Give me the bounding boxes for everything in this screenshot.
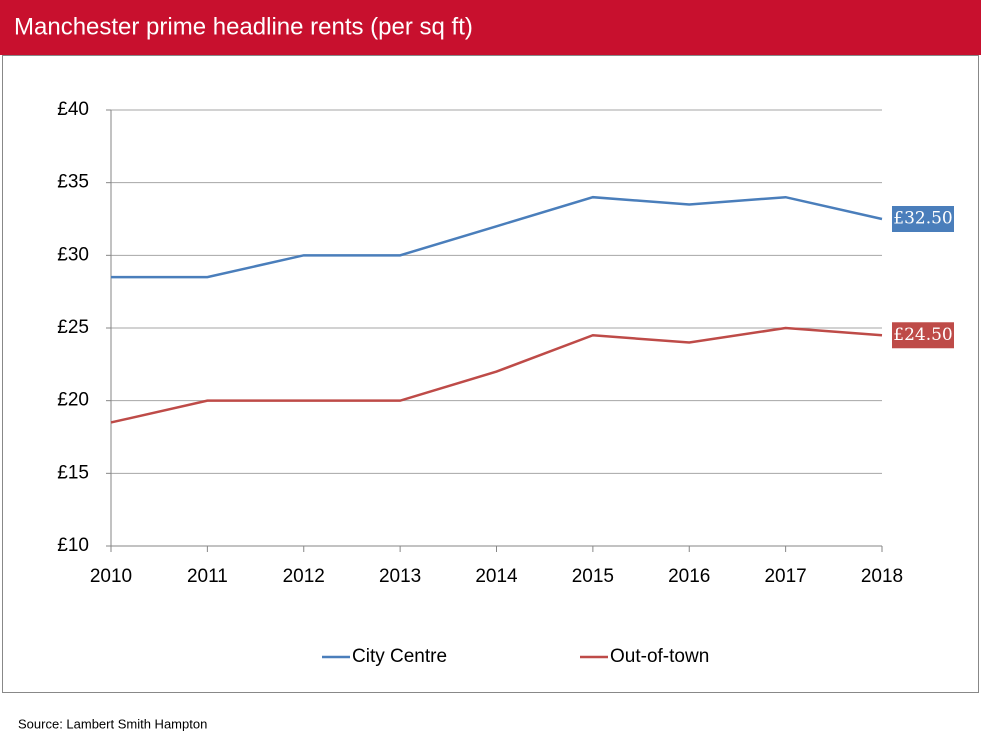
y-tick-label: £40 bbox=[57, 99, 89, 120]
y-tick-label: £10 bbox=[57, 535, 89, 556]
value-label-box bbox=[892, 322, 954, 349]
value-label: £24.50 bbox=[893, 325, 952, 345]
x-tick-label: 2014 bbox=[475, 566, 518, 587]
source-note: Source: Lambert Smith Hampton bbox=[18, 716, 207, 731]
x-tick-label: 2010 bbox=[90, 566, 132, 587]
series-line bbox=[110, 326, 883, 424]
x-tick-label: 2011 bbox=[187, 566, 228, 587]
x-tick-label: 2015 bbox=[572, 566, 614, 587]
y-tick-label: £20 bbox=[57, 390, 89, 411]
legend-label: Out-of-town bbox=[610, 646, 709, 667]
value-label: £32.50 bbox=[893, 209, 952, 229]
header-bar bbox=[0, 0, 981, 55]
value-label-box bbox=[892, 206, 954, 232]
series-line bbox=[111, 195, 883, 279]
x-tick-label: 2013 bbox=[379, 566, 421, 587]
y-tick-label: £15 bbox=[57, 462, 89, 483]
x-tick-label: 2018 bbox=[861, 566, 903, 587]
x-tick-label: 2016 bbox=[668, 566, 710, 587]
y-tick-label: £25 bbox=[57, 317, 89, 338]
x-tick-label: 2017 bbox=[764, 566, 806, 587]
x-tick-label: 2012 bbox=[283, 566, 325, 587]
y-tick-label: £30 bbox=[57, 244, 89, 265]
y-tick-label: £35 bbox=[57, 172, 89, 193]
chart-frame bbox=[2, 55, 979, 693]
chart-title: Manchester prime headline rents (per sq … bbox=[14, 13, 473, 40]
legend-label: City Centre bbox=[352, 646, 447, 667]
